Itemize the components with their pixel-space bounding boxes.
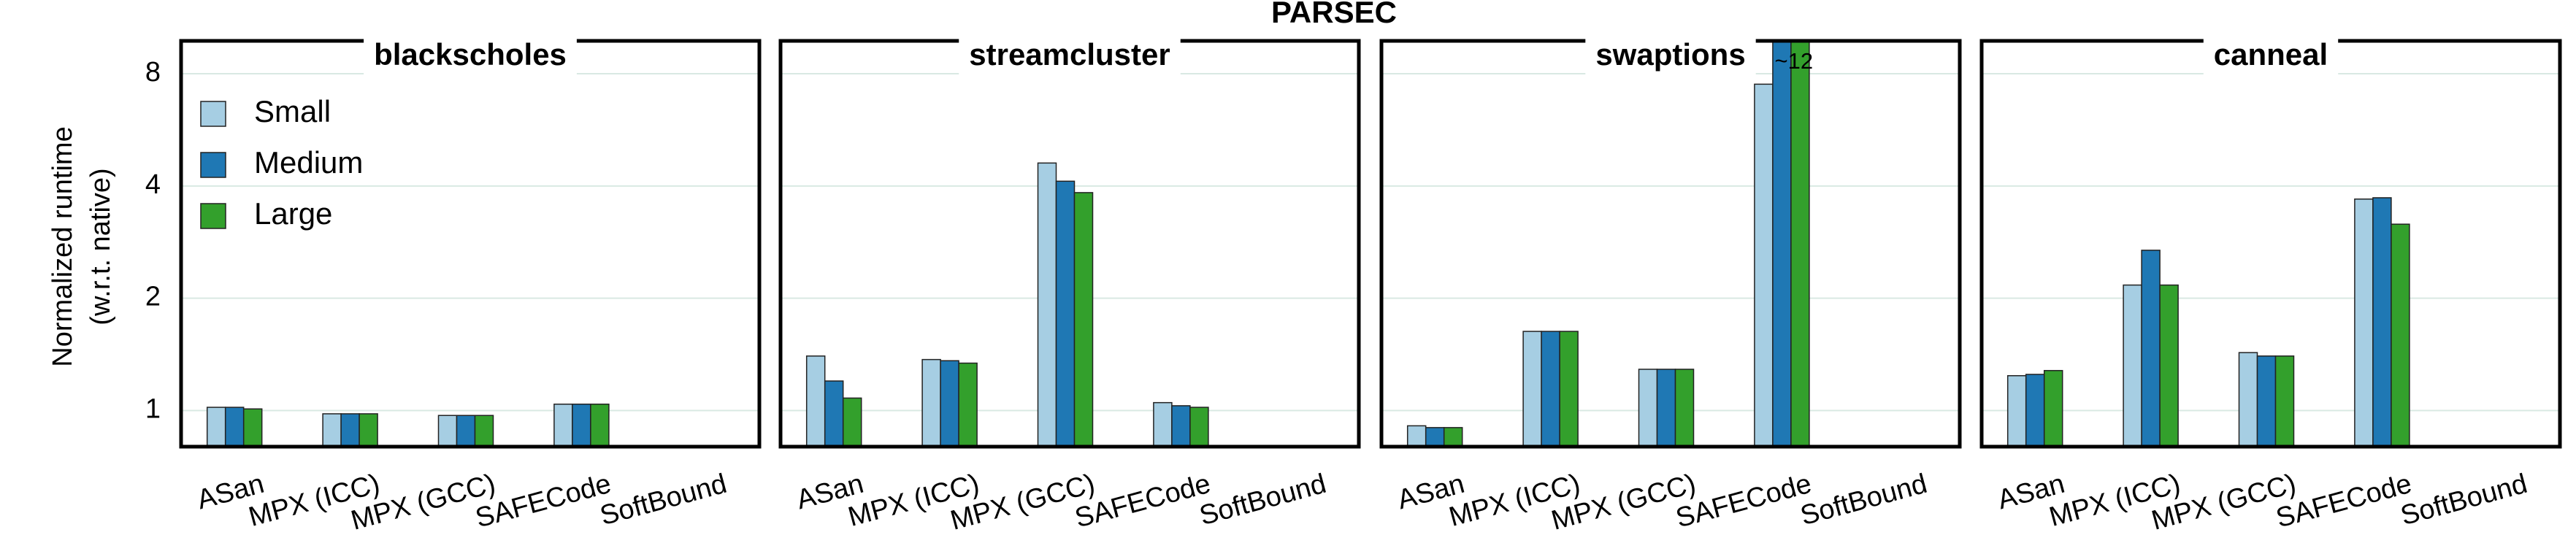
x-tick-label: SoftBound <box>597 469 729 532</box>
bar <box>2025 374 2045 447</box>
y-axis-label: (w.r.t. native) <box>85 168 116 325</box>
bar <box>224 407 245 447</box>
legend-label: Medium <box>254 145 363 180</box>
bar <box>2238 352 2258 447</box>
bar <box>1541 331 1560 447</box>
legend-label: Small <box>254 94 331 128</box>
legend-swatch <box>200 152 226 178</box>
panel-title: canneal <box>2214 37 2328 72</box>
x-tick-label: SAFECode <box>2273 469 2415 534</box>
x-tick-label: SAFECode <box>1072 469 1214 534</box>
bar <box>2006 374 2027 447</box>
bar <box>2123 284 2142 447</box>
bar <box>2256 355 2277 447</box>
chart-title: PARSEC <box>1271 0 1397 29</box>
panel-title: swaptions <box>1595 37 1745 72</box>
bars <box>805 162 1209 447</box>
y-tick-label: 4 <box>145 169 161 200</box>
panel-title-bg <box>1585 38 1756 76</box>
y-axis-label: Normalized runtime <box>47 126 78 366</box>
bar <box>242 408 263 447</box>
bar <box>322 413 342 447</box>
bar <box>474 415 494 447</box>
bar <box>1522 331 1542 447</box>
bar <box>1189 407 1209 447</box>
bar <box>1406 425 1427 447</box>
bar <box>359 413 378 447</box>
bar <box>1425 427 1445 447</box>
x-tick-label: SAFECode <box>472 469 614 534</box>
bar <box>940 360 959 447</box>
bar <box>1790 41 1810 447</box>
bar <box>2354 199 2374 447</box>
bar <box>1055 180 1076 447</box>
bar <box>1153 401 1173 447</box>
bars <box>1406 41 1810 447</box>
bar <box>921 358 941 447</box>
bar <box>340 413 360 447</box>
bar <box>1638 369 1658 447</box>
bars <box>206 404 610 447</box>
y-tick-label: 2 <box>145 282 161 312</box>
legend-label: Large <box>254 196 332 231</box>
bar <box>1073 192 1094 447</box>
bar <box>590 404 610 447</box>
bar <box>1171 405 1191 447</box>
bar <box>805 355 826 447</box>
bar <box>2274 355 2295 447</box>
legend-swatch <box>200 203 226 229</box>
bars <box>2006 197 2410 447</box>
bar <box>456 415 476 447</box>
bar <box>553 404 573 447</box>
bar <box>1674 369 1695 447</box>
y-tick-label: 8 <box>145 57 161 88</box>
panel-title-bg <box>364 38 577 76</box>
bar <box>1559 331 1579 447</box>
bar <box>1037 162 1057 447</box>
panel-title: streamcluster <box>969 37 1170 72</box>
y-tick-label: 1 <box>145 394 161 425</box>
x-tick-label: SoftBound <box>2397 469 2530 532</box>
bar <box>958 362 978 447</box>
x-tick-label: SAFECode <box>1673 469 1814 534</box>
bar <box>2391 223 2410 447</box>
annotation: ~12 <box>1775 48 1814 74</box>
bar <box>2372 197 2392 447</box>
x-tick-label: SoftBound <box>1797 469 1930 532</box>
bar <box>1656 369 1676 447</box>
bar <box>1754 83 1774 447</box>
bar <box>824 380 844 447</box>
bar <box>1772 41 1792 447</box>
bar <box>572 404 591 447</box>
bar <box>2159 284 2179 447</box>
bar <box>2141 250 2161 447</box>
bar <box>206 407 226 447</box>
legend-swatch <box>200 101 226 127</box>
panel-title: blackscholes <box>374 37 567 72</box>
bar <box>2043 369 2063 447</box>
bar <box>437 415 458 447</box>
x-tick-label: SoftBound <box>1196 469 1329 532</box>
bar <box>842 397 862 447</box>
panel-title-bg <box>959 38 1181 76</box>
panel-title-bg <box>2203 38 2339 76</box>
bar <box>1443 427 1463 447</box>
